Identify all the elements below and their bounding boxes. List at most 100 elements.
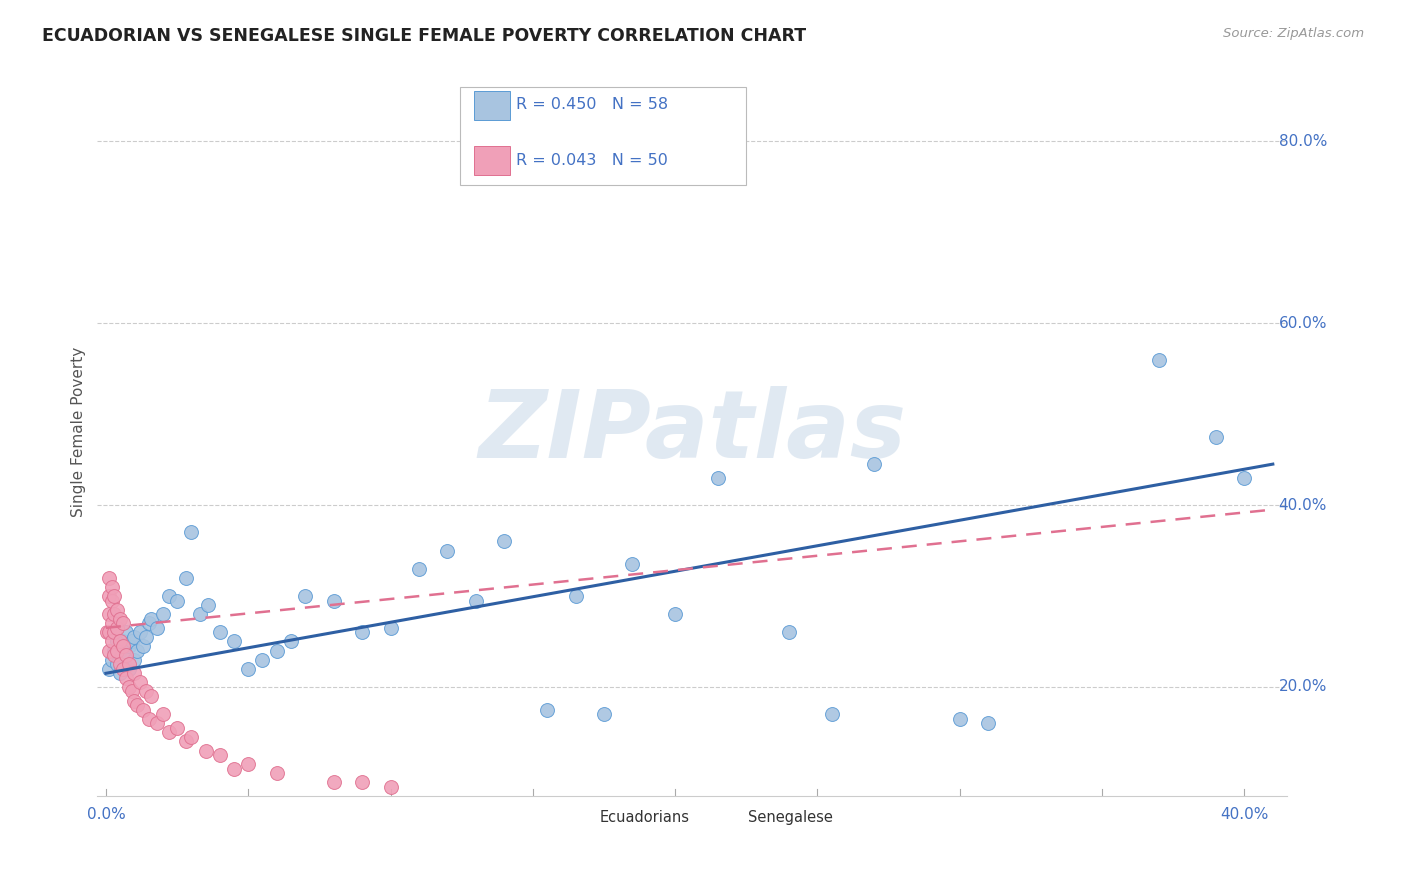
Point <box>593 707 616 722</box>
Point <box>111 639 134 653</box>
Point <box>108 643 131 657</box>
Point <box>238 662 260 676</box>
Point <box>108 666 131 681</box>
Point <box>157 589 180 603</box>
Text: 40.0%: 40.0% <box>1278 498 1327 513</box>
Text: Ecuadorians: Ecuadorians <box>599 810 689 825</box>
Point <box>222 634 245 648</box>
Point <box>105 602 128 616</box>
Point <box>280 634 302 648</box>
Point <box>174 734 197 748</box>
Point <box>121 634 143 648</box>
Point <box>103 625 125 640</box>
Point <box>146 621 169 635</box>
Point <box>97 625 120 640</box>
Point <box>436 543 458 558</box>
Point <box>124 653 146 667</box>
Point <box>194 743 217 757</box>
Y-axis label: Single Female Poverty: Single Female Poverty <box>72 347 86 517</box>
Point <box>121 684 143 698</box>
Point <box>108 634 131 648</box>
Point <box>111 662 134 676</box>
Point <box>949 712 972 726</box>
Point <box>778 625 800 640</box>
Point <box>108 657 131 672</box>
Point <box>103 607 125 622</box>
Point <box>146 716 169 731</box>
FancyBboxPatch shape <box>567 808 595 826</box>
Text: ECUADORIAN VS SENEGALESE SINGLE FEMALE POVERTY CORRELATION CHART: ECUADORIAN VS SENEGALESE SINGLE FEMALE P… <box>42 27 806 45</box>
Point <box>350 625 373 640</box>
Text: ZIPatlas: ZIPatlas <box>478 386 907 478</box>
Point <box>105 657 128 672</box>
Point <box>322 593 344 607</box>
Point <box>114 648 136 662</box>
Point <box>129 625 152 640</box>
Point <box>208 748 231 763</box>
Point <box>103 648 125 662</box>
Text: 80.0%: 80.0% <box>1278 134 1327 149</box>
Text: Source: ZipAtlas.com: Source: ZipAtlas.com <box>1223 27 1364 40</box>
Point <box>114 671 136 685</box>
Point <box>114 648 136 662</box>
Text: 0.0%: 0.0% <box>87 807 125 822</box>
Point <box>132 639 155 653</box>
Point <box>977 716 1000 731</box>
Point <box>124 630 146 644</box>
Point <box>132 703 155 717</box>
Point <box>166 721 188 735</box>
Point <box>118 662 141 676</box>
Text: Senegalese: Senegalese <box>748 810 832 825</box>
Point <box>127 643 149 657</box>
Point <box>97 571 120 585</box>
Point <box>97 643 120 657</box>
Point <box>152 707 174 722</box>
FancyBboxPatch shape <box>474 145 510 175</box>
Point <box>100 653 122 667</box>
FancyBboxPatch shape <box>714 808 744 826</box>
Point <box>118 657 141 672</box>
Point <box>100 593 122 607</box>
Point <box>350 775 373 789</box>
Point <box>141 612 163 626</box>
Point <box>118 680 141 694</box>
Point <box>97 662 120 676</box>
Point <box>536 703 558 717</box>
Point <box>135 630 157 644</box>
Point <box>380 621 402 635</box>
Point <box>135 684 157 698</box>
Point <box>408 562 430 576</box>
Point <box>166 593 188 607</box>
Point <box>97 607 120 622</box>
Point <box>208 625 231 640</box>
Text: 60.0%: 60.0% <box>1278 316 1327 331</box>
Point <box>108 612 131 626</box>
Point <box>96 625 118 640</box>
Point <box>100 616 122 631</box>
Point <box>114 625 136 640</box>
Point <box>105 621 128 635</box>
Point <box>129 675 152 690</box>
Text: R = 0.450   N = 58: R = 0.450 N = 58 <box>516 97 668 112</box>
Point <box>97 589 120 603</box>
Point <box>105 643 128 657</box>
Point <box>238 757 260 772</box>
Point <box>100 634 122 648</box>
Point <box>103 589 125 603</box>
Point <box>157 725 180 739</box>
Point <box>294 589 316 603</box>
Point <box>464 593 486 607</box>
Point <box>494 534 516 549</box>
Text: 40.0%: 40.0% <box>1220 807 1268 822</box>
Point <box>105 634 128 648</box>
FancyBboxPatch shape <box>460 87 745 185</box>
Point <box>180 525 202 540</box>
Point <box>621 557 644 571</box>
Point <box>1147 352 1170 367</box>
Point <box>127 698 149 712</box>
Point <box>138 616 160 631</box>
Point <box>266 766 288 780</box>
Point <box>103 643 125 657</box>
FancyBboxPatch shape <box>474 91 510 120</box>
Point <box>252 653 274 667</box>
